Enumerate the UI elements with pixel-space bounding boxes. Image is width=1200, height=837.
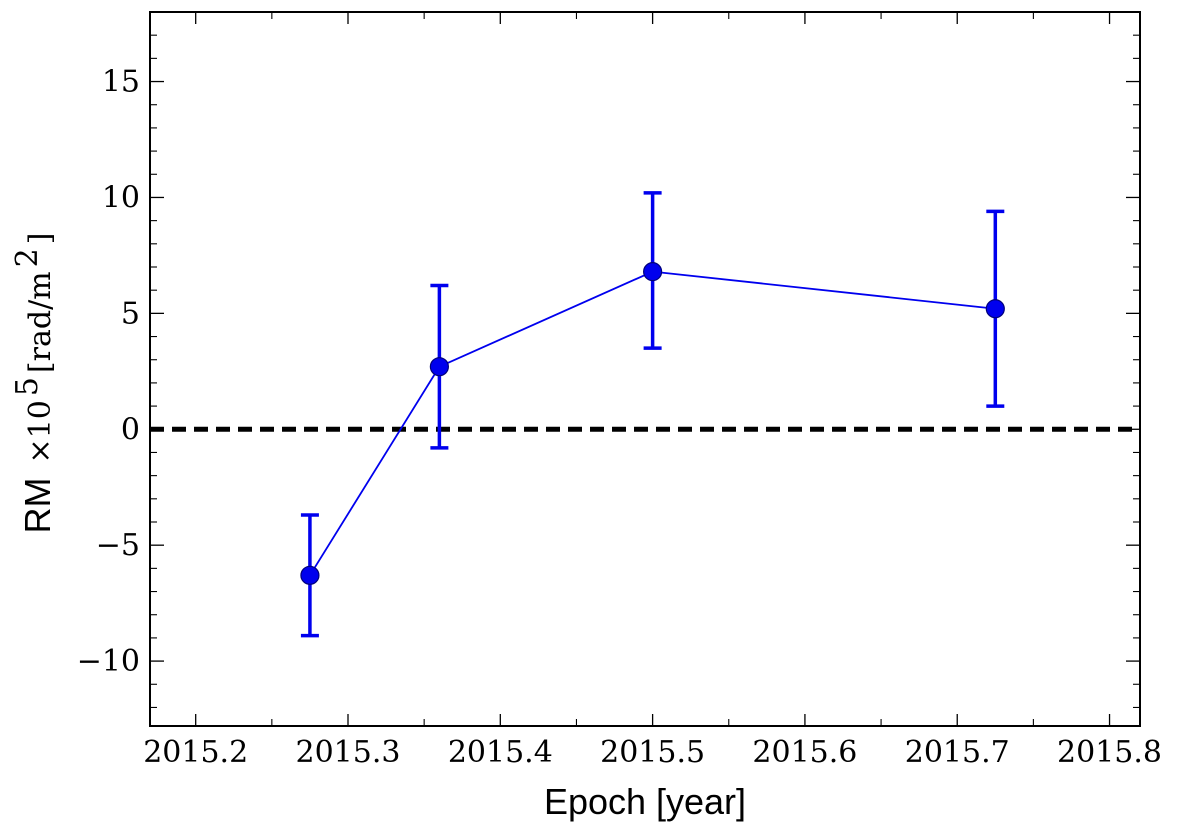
- x-tick-label: 2015.8: [1057, 735, 1162, 770]
- x-tick-label: 2015.5: [600, 735, 705, 770]
- y-axis-title-unit: [rad/m: [23, 271, 58, 373]
- y-axis-title-exponent: 5: [10, 377, 45, 396]
- x-tick-label: 2015.4: [448, 735, 553, 770]
- x-tick-label: 2015.2: [143, 735, 248, 770]
- x-tick-label: 2015.3: [296, 735, 401, 770]
- series-line: [309, 270, 996, 576]
- y-tick-label: −5: [96, 528, 140, 563]
- y-tick-label: 10: [102, 180, 140, 215]
- x-tick-label: 2015.7: [905, 735, 1010, 770]
- x-axis-title: Epoch [year]: [544, 781, 746, 822]
- ticks-layer: [150, 11, 1140, 726]
- y-axis-title-unit-close: ]: [23, 233, 58, 245]
- series-layer: [300, 191, 1005, 638]
- data-point: [429, 357, 449, 377]
- y-tick-label: 5: [121, 296, 140, 331]
- data-point: [300, 565, 320, 585]
- x-tick-label: 2015.6: [752, 735, 857, 770]
- y-axis-title: RM ×10 5 [rad/m 2 ]: [10, 233, 58, 534]
- y-axis-title-unit-exponent: 2: [10, 248, 45, 267]
- tick-labels-layer: 2015.2 2015.3 2015.4 2015.5 2015.6 2015.7 2015…: [77, 65, 1162, 770]
- y-axis-title-prefix: RM: [17, 477, 58, 533]
- data-point: [985, 299, 1005, 319]
- y-axis-title-times: ×10: [23, 400, 58, 463]
- y-tick-label: 15: [102, 65, 140, 100]
- data-point: [643, 262, 663, 282]
- plot-frame: [149, 11, 1141, 727]
- y-tick-label: −10: [77, 644, 140, 679]
- y-tick-label: 0: [121, 412, 140, 447]
